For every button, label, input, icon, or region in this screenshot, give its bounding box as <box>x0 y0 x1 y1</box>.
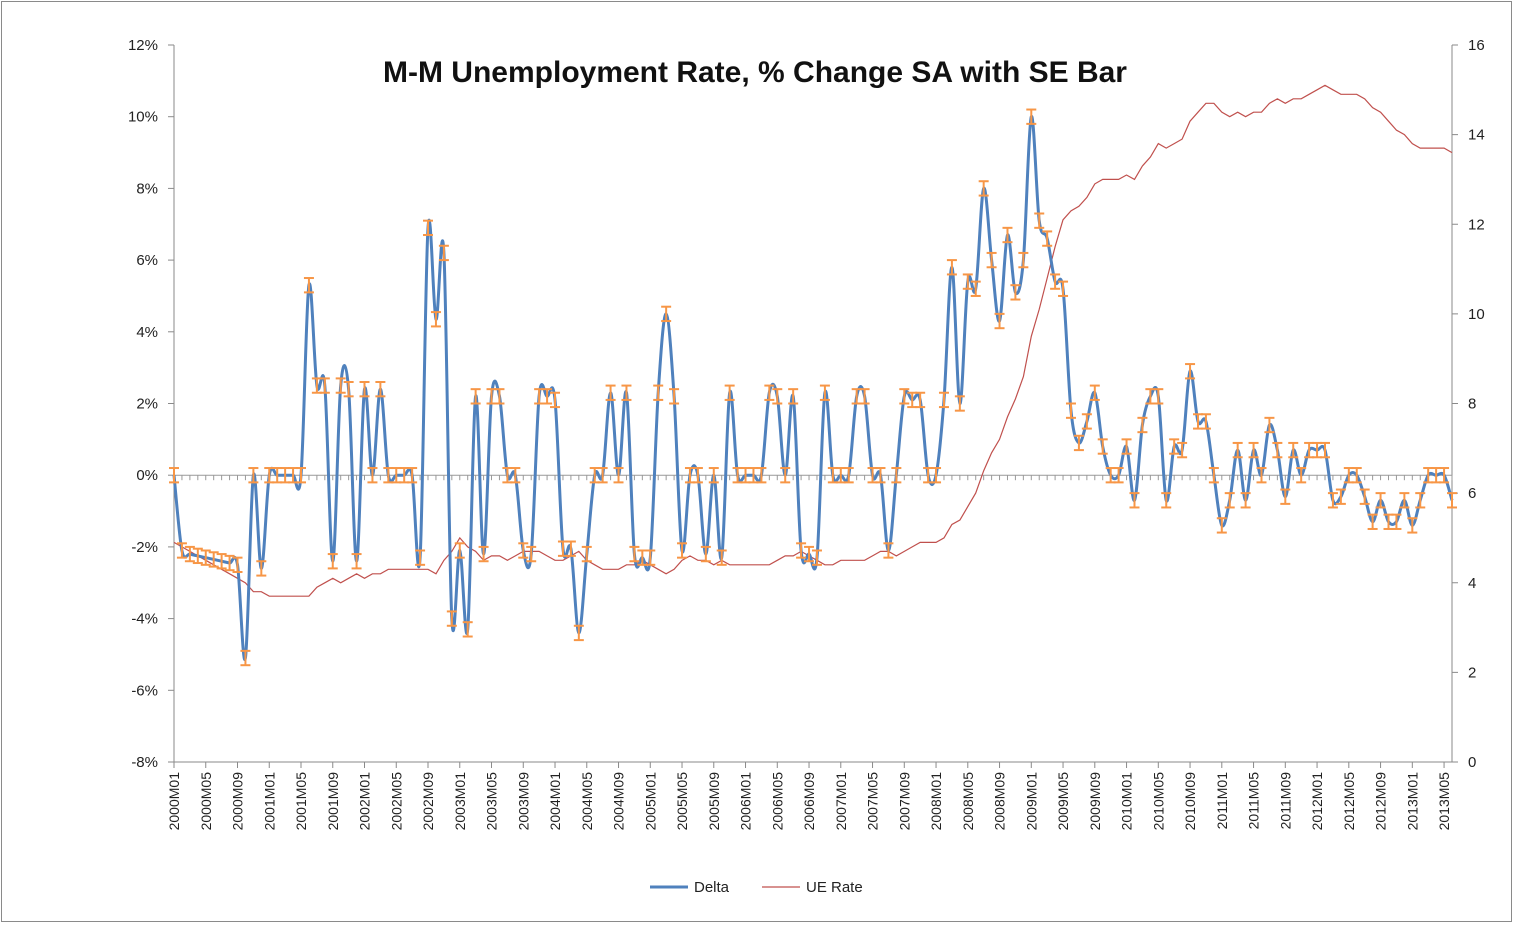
y-left-tick-label: 8% <box>136 180 158 197</box>
x-tick-label: 2006M09 <box>801 772 817 831</box>
y-right-tick-label: 12 <box>1468 216 1485 233</box>
x-tick-label: 2004M01 <box>547 772 563 831</box>
x-tick-label: 2007M01 <box>833 772 849 831</box>
y-right-tick-label: 4 <box>1468 575 1476 592</box>
x-tick-label: 2011M01 <box>1214 772 1230 830</box>
x-tick-label: 2013M05 <box>1436 772 1452 831</box>
x-tick-label: 2000M09 <box>230 772 246 831</box>
x-tick-label: 2012M05 <box>1341 772 1357 831</box>
y-left-tick-label: 12% <box>128 37 158 54</box>
y-right-tick-label: 6 <box>1468 485 1476 502</box>
y-left-tick-label: 4% <box>136 324 158 341</box>
x-tick-label: 2005M09 <box>706 772 722 831</box>
x-tick-label: 2002M01 <box>357 772 373 831</box>
x-tick-label: 2003M05 <box>484 772 500 831</box>
x-tick-label: 2001M05 <box>293 772 309 831</box>
x-tick-label: 2009M01 <box>1023 772 1039 831</box>
x-tick-label: 2010M01 <box>1119 772 1135 831</box>
x-tick-label: 2013M01 <box>1404 772 1420 831</box>
x-tick-label: 2001M01 <box>261 772 277 831</box>
y-left-tick-label: -8% <box>131 754 158 771</box>
y-left-tick-label: -4% <box>131 611 158 628</box>
x-tick-label: 2003M09 <box>515 772 531 831</box>
x-tick-label: 2008M05 <box>960 772 976 831</box>
y-left-tick-label: 2% <box>136 396 158 413</box>
y-right-tick-label: 0 <box>1468 754 1476 771</box>
x-tick-label: 2006M01 <box>738 772 754 831</box>
y-left-tick-label: -6% <box>131 682 158 699</box>
series-layer <box>169 84 1457 667</box>
legend-label-ue-rate: UE Rate <box>806 879 863 896</box>
x-tick-label: 2000M01 <box>166 772 182 831</box>
x-tick-label: 2010M09 <box>1182 772 1198 831</box>
x-tick-label: 2000M05 <box>198 772 214 831</box>
y-right-tick-label: 10 <box>1468 306 1485 323</box>
x-tick-label: 2003M01 <box>452 772 468 831</box>
y-right-tick-label: 14 <box>1468 127 1485 144</box>
y-left-tick-label: 10% <box>128 109 158 126</box>
chart-title: M-M Unemployment Rate, % Change SA with … <box>383 56 1127 89</box>
series-line-ue-rate <box>173 84 1453 597</box>
legend: Delta UE Rate <box>650 879 863 896</box>
x-tick-label: 2010M05 <box>1150 772 1166 831</box>
axes-layer: 12% 10% 8% 6% 4% 2% 0% -2% -4% -6% -8% 16 14 12 10 8 6 4 2… <box>128 37 1485 830</box>
x-tick-label: 2008M01 <box>928 772 944 831</box>
x-tick-label: 2007M09 <box>896 772 912 831</box>
y-right-tick-label: 2 <box>1468 664 1476 681</box>
x-tick-label: 2012M01 <box>1309 772 1325 831</box>
x-tick-label: 2011M09 <box>1277 772 1293 830</box>
y-left-tick-label: -2% <box>131 539 158 556</box>
x-tick-label: 2005M05 <box>674 772 690 831</box>
y-left-tick-label: 6% <box>136 252 158 269</box>
x-tick-label: 2002M09 <box>420 772 436 831</box>
y-left-tick-label: 0% <box>136 467 158 484</box>
x-tick-label: 2004M09 <box>611 772 627 831</box>
x-tick-label: 2007M05 <box>865 772 881 831</box>
x-tick-label: 2001M09 <box>325 772 341 831</box>
x-tick-label: 2008M09 <box>992 772 1008 831</box>
x-tick-label: 2011M05 <box>1246 772 1262 830</box>
x-tick-label: 2002M05 <box>388 772 404 831</box>
x-tick-label: 2006M05 <box>769 772 785 831</box>
x-tick-label: 2004M05 <box>579 772 595 831</box>
y-right-tick-label: 16 <box>1468 37 1485 54</box>
x-tick-label: 2005M01 <box>642 772 658 831</box>
legend-label-delta: Delta <box>694 879 730 896</box>
x-tick-label: 2009M09 <box>1087 772 1103 831</box>
x-tick-label: 2009M05 <box>1055 772 1071 831</box>
x-tick-label: 2012M09 <box>1373 772 1389 831</box>
y-right-tick-label: 8 <box>1468 396 1476 413</box>
